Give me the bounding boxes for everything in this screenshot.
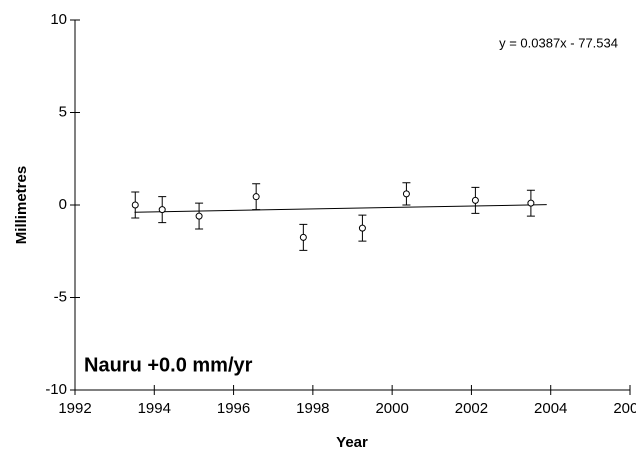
x-tick-label: 2002 [455, 400, 488, 417]
x-tick-label: 2004 [534, 400, 567, 417]
data-point [471, 196, 479, 204]
x-axis-label: Year [336, 434, 368, 451]
data-point [299, 233, 307, 241]
data-point [358, 224, 366, 232]
x-tick-label: 1994 [138, 400, 171, 417]
x-tick-label: 2000 [375, 400, 408, 417]
data-point [131, 201, 139, 209]
data-point [402, 190, 410, 198]
x-tick-label: 1996 [217, 400, 250, 417]
y-tick-label: -5 [54, 288, 67, 305]
y-tick-label: 5 [59, 103, 67, 120]
y-tick-label: 0 [59, 196, 67, 213]
x-tick-label: 2006 [613, 400, 636, 417]
y-axis-label: Millimetres [13, 166, 30, 244]
data-point [252, 193, 260, 201]
data-point [195, 212, 203, 220]
y-tick-label: 10 [50, 11, 67, 28]
data-point [158, 206, 166, 214]
trend-line [134, 204, 547, 213]
x-tick-label: 1998 [296, 400, 329, 417]
annotation: Nauru +0.0 mm/yr [84, 354, 253, 376]
y-tick-label: -10 [45, 381, 67, 398]
data-point [527, 199, 535, 207]
trend-equation: y = 0.0387x - 77.534 [499, 35, 618, 50]
x-tick-label: 1992 [58, 400, 91, 417]
